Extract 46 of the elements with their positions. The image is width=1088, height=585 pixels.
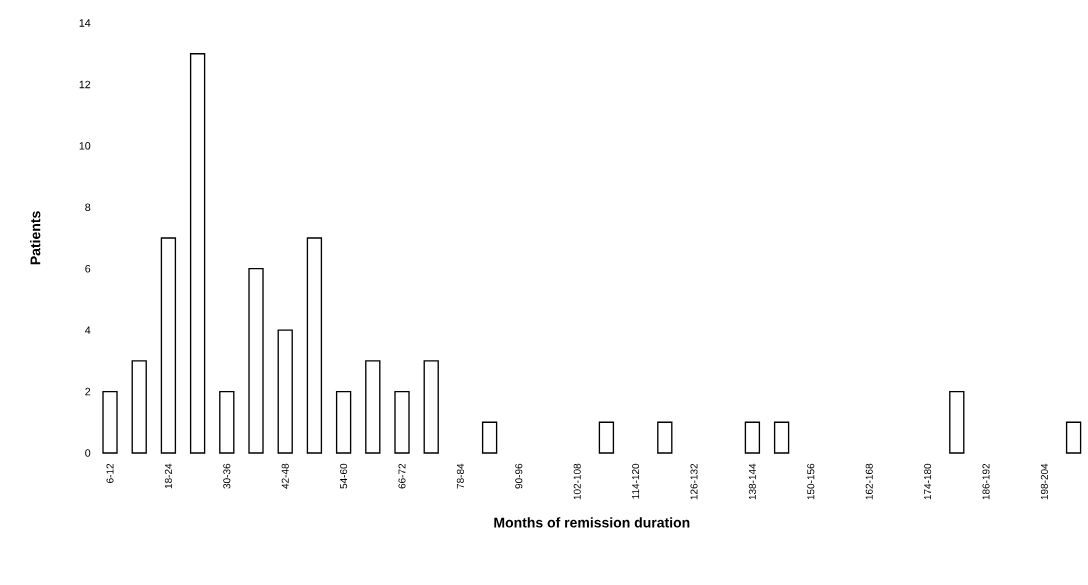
x-tick-label: 30-36 <box>223 463 231 489</box>
bar <box>773 421 790 454</box>
bar <box>365 360 381 454</box>
bar <box>248 268 264 454</box>
x-tick-label: 66-72 <box>398 463 406 489</box>
x-tick-label: 42-48 <box>281 463 289 489</box>
y-tick-label: 8 <box>85 203 91 212</box>
x-tick-label: 6-12 <box>106 463 114 483</box>
y-tick-label: 12 <box>79 80 91 89</box>
x-tick-label: 138-144 <box>748 463 756 500</box>
bar <box>481 421 498 454</box>
x-tick-label: 186-192 <box>982 463 990 500</box>
x-tick-label: 114-120 <box>632 463 640 499</box>
bar <box>394 390 410 454</box>
x-tick-label: 174-180 <box>924 463 932 500</box>
bar <box>102 390 118 454</box>
bar <box>277 329 293 454</box>
x-tick-label: 126-132 <box>690 463 698 500</box>
x-axis-title: Months of remission duration <box>494 517 690 528</box>
bar <box>1065 421 1082 454</box>
y-tick-label: 6 <box>85 264 91 273</box>
bar <box>131 360 147 454</box>
x-tick-label: 198-204 <box>1040 463 1048 500</box>
bar <box>160 237 177 454</box>
bar <box>189 53 206 454</box>
y-tick-label: 0 <box>85 449 91 457</box>
bar <box>335 390 352 454</box>
y-tick-label: 10 <box>79 142 91 150</box>
x-tick-label: 150-156 <box>807 463 815 500</box>
bar <box>219 390 235 454</box>
bar <box>657 421 673 454</box>
bar <box>306 237 323 454</box>
x-tick-label: 18-24 <box>164 463 172 489</box>
x-tick-label: 54-60 <box>340 463 348 489</box>
x-tick-label: 162-168 <box>865 463 873 500</box>
bar <box>949 390 965 454</box>
y-tick-label: 4 <box>85 326 91 334</box>
bar <box>598 421 615 454</box>
x-tick-label: 78-84 <box>456 463 464 489</box>
y-axis-title: Patients <box>30 211 41 265</box>
y-tick-label: 14 <box>79 19 91 27</box>
y-tick-label: 2 <box>85 387 91 396</box>
x-tick-label: 90-96 <box>515 463 523 489</box>
bar <box>423 360 439 454</box>
bar <box>744 421 761 454</box>
x-tick-label: 102-108 <box>573 463 581 500</box>
